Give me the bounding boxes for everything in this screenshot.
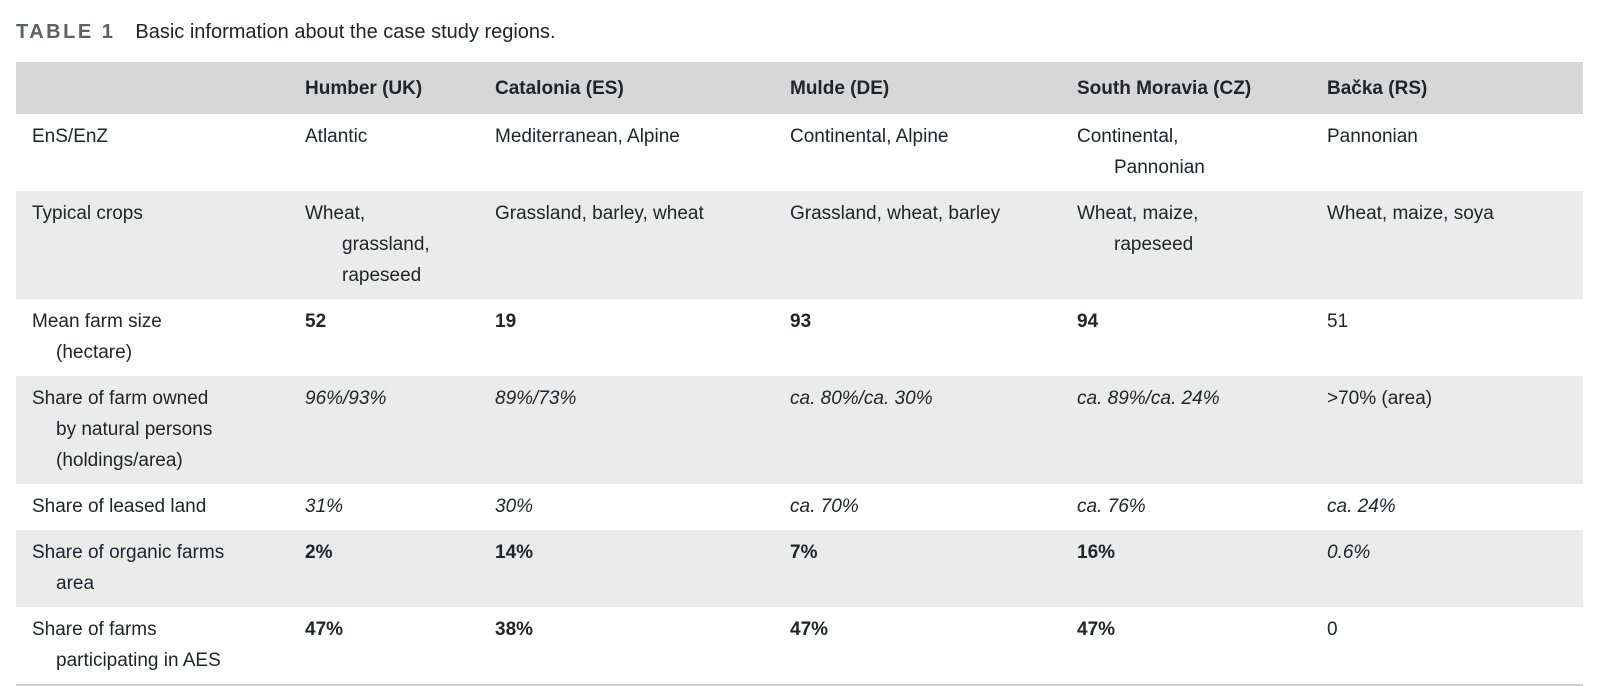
table-cell: Wheat, maize, rapeseed xyxy=(1072,191,1322,299)
table-cell: 94 xyxy=(1077,311,1099,332)
column-header-backa: Bačka (RS) xyxy=(1322,62,1583,114)
table-cell: >70% (area) xyxy=(1322,376,1583,484)
table-row-ens-enz: EnS/EnZ Atlantic Mediterranean, Alpine C… xyxy=(16,114,1583,191)
table-cell: 14% xyxy=(490,530,785,607)
table-cell: 47% xyxy=(1077,619,1116,640)
column-header-catalonia: Catalonia (ES) xyxy=(490,62,785,114)
table-cell: Pannonian xyxy=(1327,126,1418,147)
table-cell: ca. 89%/ca. 24% xyxy=(1072,376,1322,484)
column-header-mulde: Mulde (DE) xyxy=(785,62,1072,114)
table-cell: ca. 24% xyxy=(1327,496,1396,517)
table-cell: 89%/73% xyxy=(490,376,785,484)
table-caption-text: Basic information about the case study r… xyxy=(135,21,556,43)
table-row-mean-farm-size: Mean farm size (hectare) 52 19 93 94 51 xyxy=(16,299,1583,376)
table-cell: 96%/93% xyxy=(300,376,490,484)
row-label: Share of organic farms area xyxy=(16,530,300,607)
table-cell: 51 xyxy=(1327,311,1349,332)
table-row-typical-crops: Typical crops Wheat, grassland, rapeseed… xyxy=(16,191,1583,299)
case-study-regions-table: Humber (UK) Catalonia (ES) Mulde (DE) So… xyxy=(16,62,1583,686)
table-cell: Wheat, maize, soya xyxy=(1322,191,1583,299)
row-label: EnS/EnZ xyxy=(32,126,109,147)
row-label: Mean farm size (hectare) xyxy=(32,311,162,363)
column-header-humber: Humber (UK) xyxy=(300,62,490,114)
table-cell: 47% xyxy=(790,619,829,640)
table-cell: 47% xyxy=(305,619,344,640)
table-cell: Mediterranean, Alpine xyxy=(495,126,680,147)
table-cell: 0 xyxy=(1327,619,1338,640)
row-label: Share of farm owned by natural persons (… xyxy=(16,376,300,484)
table-cell: 30% xyxy=(495,496,534,517)
table-label: TABLE 1 xyxy=(16,21,116,43)
table-cell: 16% xyxy=(1072,530,1322,607)
table-row-share-organic: Share of organic farms area 2% 14% 7% 16… xyxy=(16,530,1583,607)
table-cell: 0.6% xyxy=(1322,530,1583,607)
table-cell: ca. 76% xyxy=(1077,496,1146,517)
table-cell: Continental, Pannonian xyxy=(1077,126,1205,178)
column-header-blank xyxy=(16,62,300,114)
table-cell: 31% xyxy=(305,496,344,517)
table-cell: Wheat, grassland, rapeseed xyxy=(300,191,490,299)
table-caption-line: TABLE 1 Basic information about the case … xyxy=(16,18,1583,46)
row-label: Typical crops xyxy=(16,191,300,299)
table-cell: 19 xyxy=(495,311,517,332)
table-row-share-leased: Share of leased land 31% 30% ca. 70% ca.… xyxy=(16,484,1583,530)
table-cell: ca. 80%/ca. 30% xyxy=(785,376,1072,484)
row-label: Share of leased land xyxy=(32,496,207,517)
table-cell: 7% xyxy=(785,530,1072,607)
table-cell: Atlantic xyxy=(305,126,368,147)
table-body: EnS/EnZ Atlantic Mediterranean, Alpine C… xyxy=(16,114,1583,685)
table-cell: 93 xyxy=(790,311,812,332)
table-cell: Grassland, wheat, barley xyxy=(785,191,1072,299)
table-cell: ca. 70% xyxy=(790,496,859,517)
table-row-share-owned: Share of farm owned by natural persons (… xyxy=(16,376,1583,484)
table-cell: Continental, Alpine xyxy=(790,126,949,147)
row-label: Share of farms participating in AES xyxy=(32,619,221,671)
table-header: Humber (UK) Catalonia (ES) Mulde (DE) So… xyxy=(16,62,1583,114)
table-cell: 2% xyxy=(300,530,490,607)
header-row: Humber (UK) Catalonia (ES) Mulde (DE) So… xyxy=(16,62,1583,114)
column-header-south-moravia: South Moravia (CZ) xyxy=(1072,62,1322,114)
table-cell: 52 xyxy=(305,311,327,332)
table-cell: Grassland, barley, wheat xyxy=(490,191,785,299)
table-row-share-aes: Share of farms participating in AES 47% … xyxy=(16,607,1583,685)
table-cell: 38% xyxy=(495,619,534,640)
